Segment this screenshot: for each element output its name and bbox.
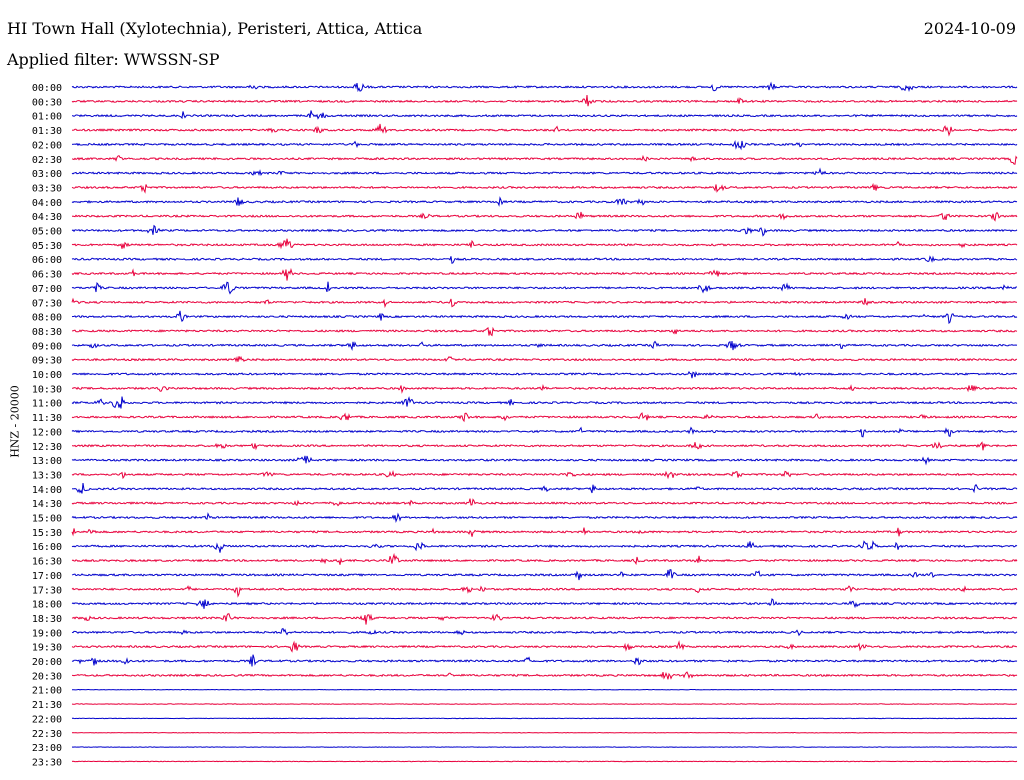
seismic-trace bbox=[72, 384, 1018, 394]
row-time-label: 15:00 bbox=[32, 514, 62, 525]
seismic-trace bbox=[71, 569, 1017, 581]
seismic-trace bbox=[71, 196, 1018, 207]
row-time-label: 23:30 bbox=[32, 757, 62, 768]
row-time-label: 17:00 bbox=[32, 571, 62, 582]
seismic-trace bbox=[71, 627, 1018, 637]
seismic-trace bbox=[71, 167, 1018, 177]
seismic-trace bbox=[71, 255, 1018, 265]
seismic-trace bbox=[71, 613, 1018, 625]
seismic-trace bbox=[71, 426, 1018, 438]
row-time-label: 13:30 bbox=[32, 470, 62, 481]
row-time-label: 12:30 bbox=[32, 442, 62, 453]
row-time-label: 21:30 bbox=[32, 700, 62, 711]
row-time-label: 05:30 bbox=[32, 241, 62, 252]
row-time-label: 22:30 bbox=[32, 729, 62, 740]
row-time-label: 09:00 bbox=[32, 341, 62, 352]
row-time-label: 02:00 bbox=[32, 140, 62, 151]
row-time-label: 10:00 bbox=[32, 370, 62, 381]
seismic-trace bbox=[71, 154, 1018, 165]
row-time-label: 14:00 bbox=[32, 485, 62, 496]
row-time-label: 00:30 bbox=[32, 97, 62, 108]
row-time-label: 20:00 bbox=[32, 657, 62, 668]
row-time-label: 08:00 bbox=[32, 313, 62, 324]
row-time-label: 16:00 bbox=[32, 542, 62, 553]
row-time-label: 01:00 bbox=[32, 112, 62, 123]
row-time-label: 03:00 bbox=[32, 169, 62, 180]
row-time-label: 22:00 bbox=[32, 714, 62, 725]
seismic-trace bbox=[71, 238, 1018, 250]
row-time-label: 02:30 bbox=[32, 155, 62, 166]
row-time-label: 11:30 bbox=[32, 413, 62, 424]
seismic-trace bbox=[71, 95, 1018, 107]
seismic-trace bbox=[71, 340, 1018, 351]
seismic-trace bbox=[71, 267, 1018, 281]
seismic-trace bbox=[71, 355, 1018, 363]
seismic-trace bbox=[71, 552, 1018, 566]
row-time-label: 09:30 bbox=[32, 356, 62, 367]
seismic-trace bbox=[71, 640, 1018, 653]
seismic-trace bbox=[71, 512, 1018, 524]
seismic-trace bbox=[71, 81, 1018, 93]
row-time-label: 04:00 bbox=[32, 198, 62, 209]
row-time-label: 23:00 bbox=[32, 743, 62, 754]
row-time-label: 06:30 bbox=[32, 270, 62, 281]
row-time-label: 06:00 bbox=[32, 255, 62, 266]
row-time-label: 08:30 bbox=[32, 327, 62, 338]
seismic-trace bbox=[71, 455, 1018, 466]
row-time-label: 18:00 bbox=[32, 600, 62, 611]
seismic-trace bbox=[71, 110, 1018, 120]
row-time-label: 01:30 bbox=[32, 126, 62, 137]
row-time-label: 12:00 bbox=[32, 427, 62, 438]
seismic-trace bbox=[71, 654, 1018, 667]
row-time-label: 04:30 bbox=[32, 212, 62, 223]
row-time-label: 05:00 bbox=[32, 227, 62, 238]
row-time-label: 20:30 bbox=[32, 671, 62, 682]
row-time-label: 19:00 bbox=[32, 628, 62, 639]
seismic-trace bbox=[71, 760, 1018, 763]
seismic-trace bbox=[71, 211, 1018, 222]
seismic-trace bbox=[71, 598, 1018, 609]
seismic-trace bbox=[71, 123, 1018, 137]
row-time-label: 21:00 bbox=[32, 686, 62, 697]
station-title: HI Town Hall (Xylotechnia), Peristeri, A… bbox=[7, 19, 423, 38]
row-time-label: 15:30 bbox=[32, 528, 62, 539]
seismic-trace bbox=[71, 540, 1018, 553]
seismic-trace bbox=[71, 483, 1018, 494]
seismic-trace bbox=[71, 585, 1018, 598]
seismic-trace bbox=[71, 281, 1017, 295]
date-label: 2024-10-09 bbox=[923, 19, 1016, 38]
filter-label: Applied filter: WWSSN-SP bbox=[7, 50, 220, 69]
seismic-trace bbox=[71, 310, 1018, 325]
seismic-trace bbox=[72, 441, 1018, 451]
seismic-trace bbox=[71, 731, 1018, 734]
seismic-trace bbox=[72, 671, 1018, 680]
row-time-label: 07:00 bbox=[32, 284, 62, 295]
seismic-trace bbox=[71, 224, 1018, 237]
seismic-trace bbox=[71, 139, 1018, 151]
seismic-trace bbox=[71, 527, 1017, 537]
row-time-label: 13:00 bbox=[32, 456, 62, 467]
seismic-trace bbox=[71, 469, 1018, 480]
row-time-label: 07:30 bbox=[32, 298, 62, 309]
seismic-trace bbox=[71, 412, 1018, 423]
row-time-label: 11:00 bbox=[32, 399, 62, 410]
seismic-trace bbox=[71, 297, 1018, 309]
seismic-trace bbox=[71, 370, 1018, 379]
seismic-trace bbox=[71, 396, 1018, 409]
row-time-label: 18:30 bbox=[32, 614, 62, 625]
row-time-label: 14:30 bbox=[32, 499, 62, 510]
seismic-trace bbox=[71, 498, 1018, 507]
seismic-trace bbox=[72, 326, 1018, 337]
row-time-label: 16:30 bbox=[32, 557, 62, 568]
row-time-label: 19:30 bbox=[32, 643, 62, 654]
seismic-trace bbox=[71, 703, 1017, 705]
seismic-trace bbox=[71, 182, 1018, 194]
row-time-label: 10:30 bbox=[32, 384, 62, 395]
row-time-label: 03:30 bbox=[32, 183, 62, 194]
row-time-label: 17:30 bbox=[32, 585, 62, 596]
row-time-label: 00:00 bbox=[32, 83, 62, 94]
